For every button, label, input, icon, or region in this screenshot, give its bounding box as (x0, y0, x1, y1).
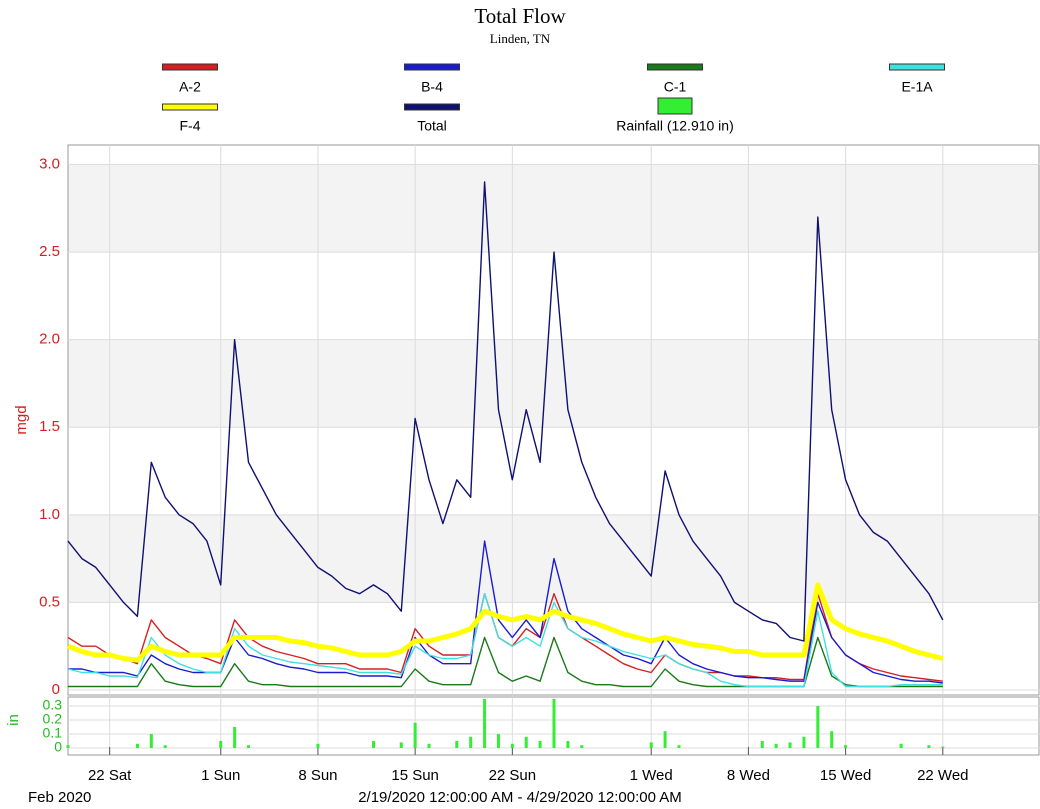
grid-band (68, 164, 1040, 253)
rain-bar (566, 741, 570, 748)
legend-swatch (404, 103, 460, 111)
rain-bar (552, 699, 556, 748)
chart-subtitle: Linden, TN (490, 31, 551, 46)
rain-bar (163, 745, 167, 748)
rain-bar (941, 746, 945, 748)
x-tick-label: 1 Sun (201, 767, 240, 784)
x-tick-label: 22 Sat (88, 767, 132, 784)
rain-bar (399, 742, 403, 748)
legend-swatch (162, 63, 218, 71)
y2-tick-label: 0 (54, 739, 62, 755)
rain-bar (510, 743, 514, 748)
y2-tick-label: 0.1 (43, 725, 63, 741)
rain-bar (677, 745, 681, 748)
y2-tick-label: 0.3 (43, 697, 63, 713)
y-tick-label: 2.0 (39, 331, 60, 348)
y2-tick-label: 0.2 (43, 711, 63, 727)
rain-bar (830, 731, 834, 748)
rain-bar (788, 742, 792, 748)
series-line (67, 181, 944, 642)
rain-bar (469, 736, 473, 748)
rain-bar (66, 745, 70, 748)
rain-bar (760, 741, 764, 748)
rain-bar (413, 722, 417, 748)
rain-bar (233, 727, 237, 748)
y-tick-label: 0 (52, 681, 60, 698)
plot-frame (67, 144, 1040, 696)
chart-title: Total Flow (474, 4, 566, 28)
legend-label: B-4 (421, 79, 443, 95)
legend-swatch (162, 103, 218, 111)
rain-bar (524, 736, 528, 748)
legend-swatch (657, 97, 693, 115)
legend-label: C-1 (664, 79, 687, 95)
x-period-label: Feb 2020 (28, 789, 91, 806)
x-tick-label: 15 Sun (391, 767, 439, 784)
y2-axis-label: in (5, 714, 22, 726)
series-line (67, 593, 943, 688)
x-tick-label: 22 Sun (489, 767, 537, 784)
rain-bar (899, 743, 903, 748)
series-line (67, 582, 944, 663)
rain-bar (927, 745, 931, 748)
rain-bar (774, 743, 778, 748)
rain-frame (67, 696, 1040, 756)
rain-bar (483, 699, 487, 748)
y-tick-label: 1.5 (39, 418, 60, 435)
x-tick-label: 1 Wed (630, 767, 673, 784)
x-tick-label: 8 Sun (298, 767, 337, 784)
rain-bar (580, 745, 584, 748)
x-tick-label: 8 Wed (727, 767, 770, 784)
rain-bar (496, 734, 500, 748)
rain-bar (663, 731, 667, 748)
y-tick-label: 1.0 (39, 506, 60, 523)
legend-label: A-2 (179, 79, 201, 95)
x-tick-label: 15 Wed (820, 767, 871, 784)
legend-label: Total (417, 118, 447, 134)
y-tick-label: 2.5 (39, 243, 60, 260)
rain-bar (247, 745, 251, 748)
rain-bar (149, 734, 153, 748)
rain-bar (135, 743, 139, 748)
rain-bar (455, 741, 459, 748)
legend-label: E-1A (901, 79, 933, 95)
rain-bar (844, 745, 848, 748)
y-tick-label: 3.0 (39, 155, 60, 172)
legend-swatch (404, 63, 460, 71)
rain-bar (538, 741, 542, 748)
legend-label: Rainfall (12.910 in) (616, 118, 734, 134)
rain-bar (649, 742, 653, 748)
rain-bar (427, 743, 431, 748)
legend-label: F-4 (180, 118, 201, 134)
x-tick-label: 22 Wed (917, 767, 968, 784)
legend-swatch (889, 63, 945, 71)
grid-band (68, 339, 1040, 428)
y-axis-label: mgd (13, 405, 30, 434)
y-tick-label: 0.5 (39, 593, 60, 610)
rain-bar (371, 741, 375, 748)
rain-bar (802, 736, 806, 748)
rain-bar (316, 743, 320, 748)
legend-swatch (647, 63, 703, 71)
x-axis-label: 2/19/2020 12:00:00 AM - 4/29/2020 12:00:… (358, 789, 682, 806)
rain-bar (816, 706, 820, 748)
rain-bar (219, 741, 223, 748)
